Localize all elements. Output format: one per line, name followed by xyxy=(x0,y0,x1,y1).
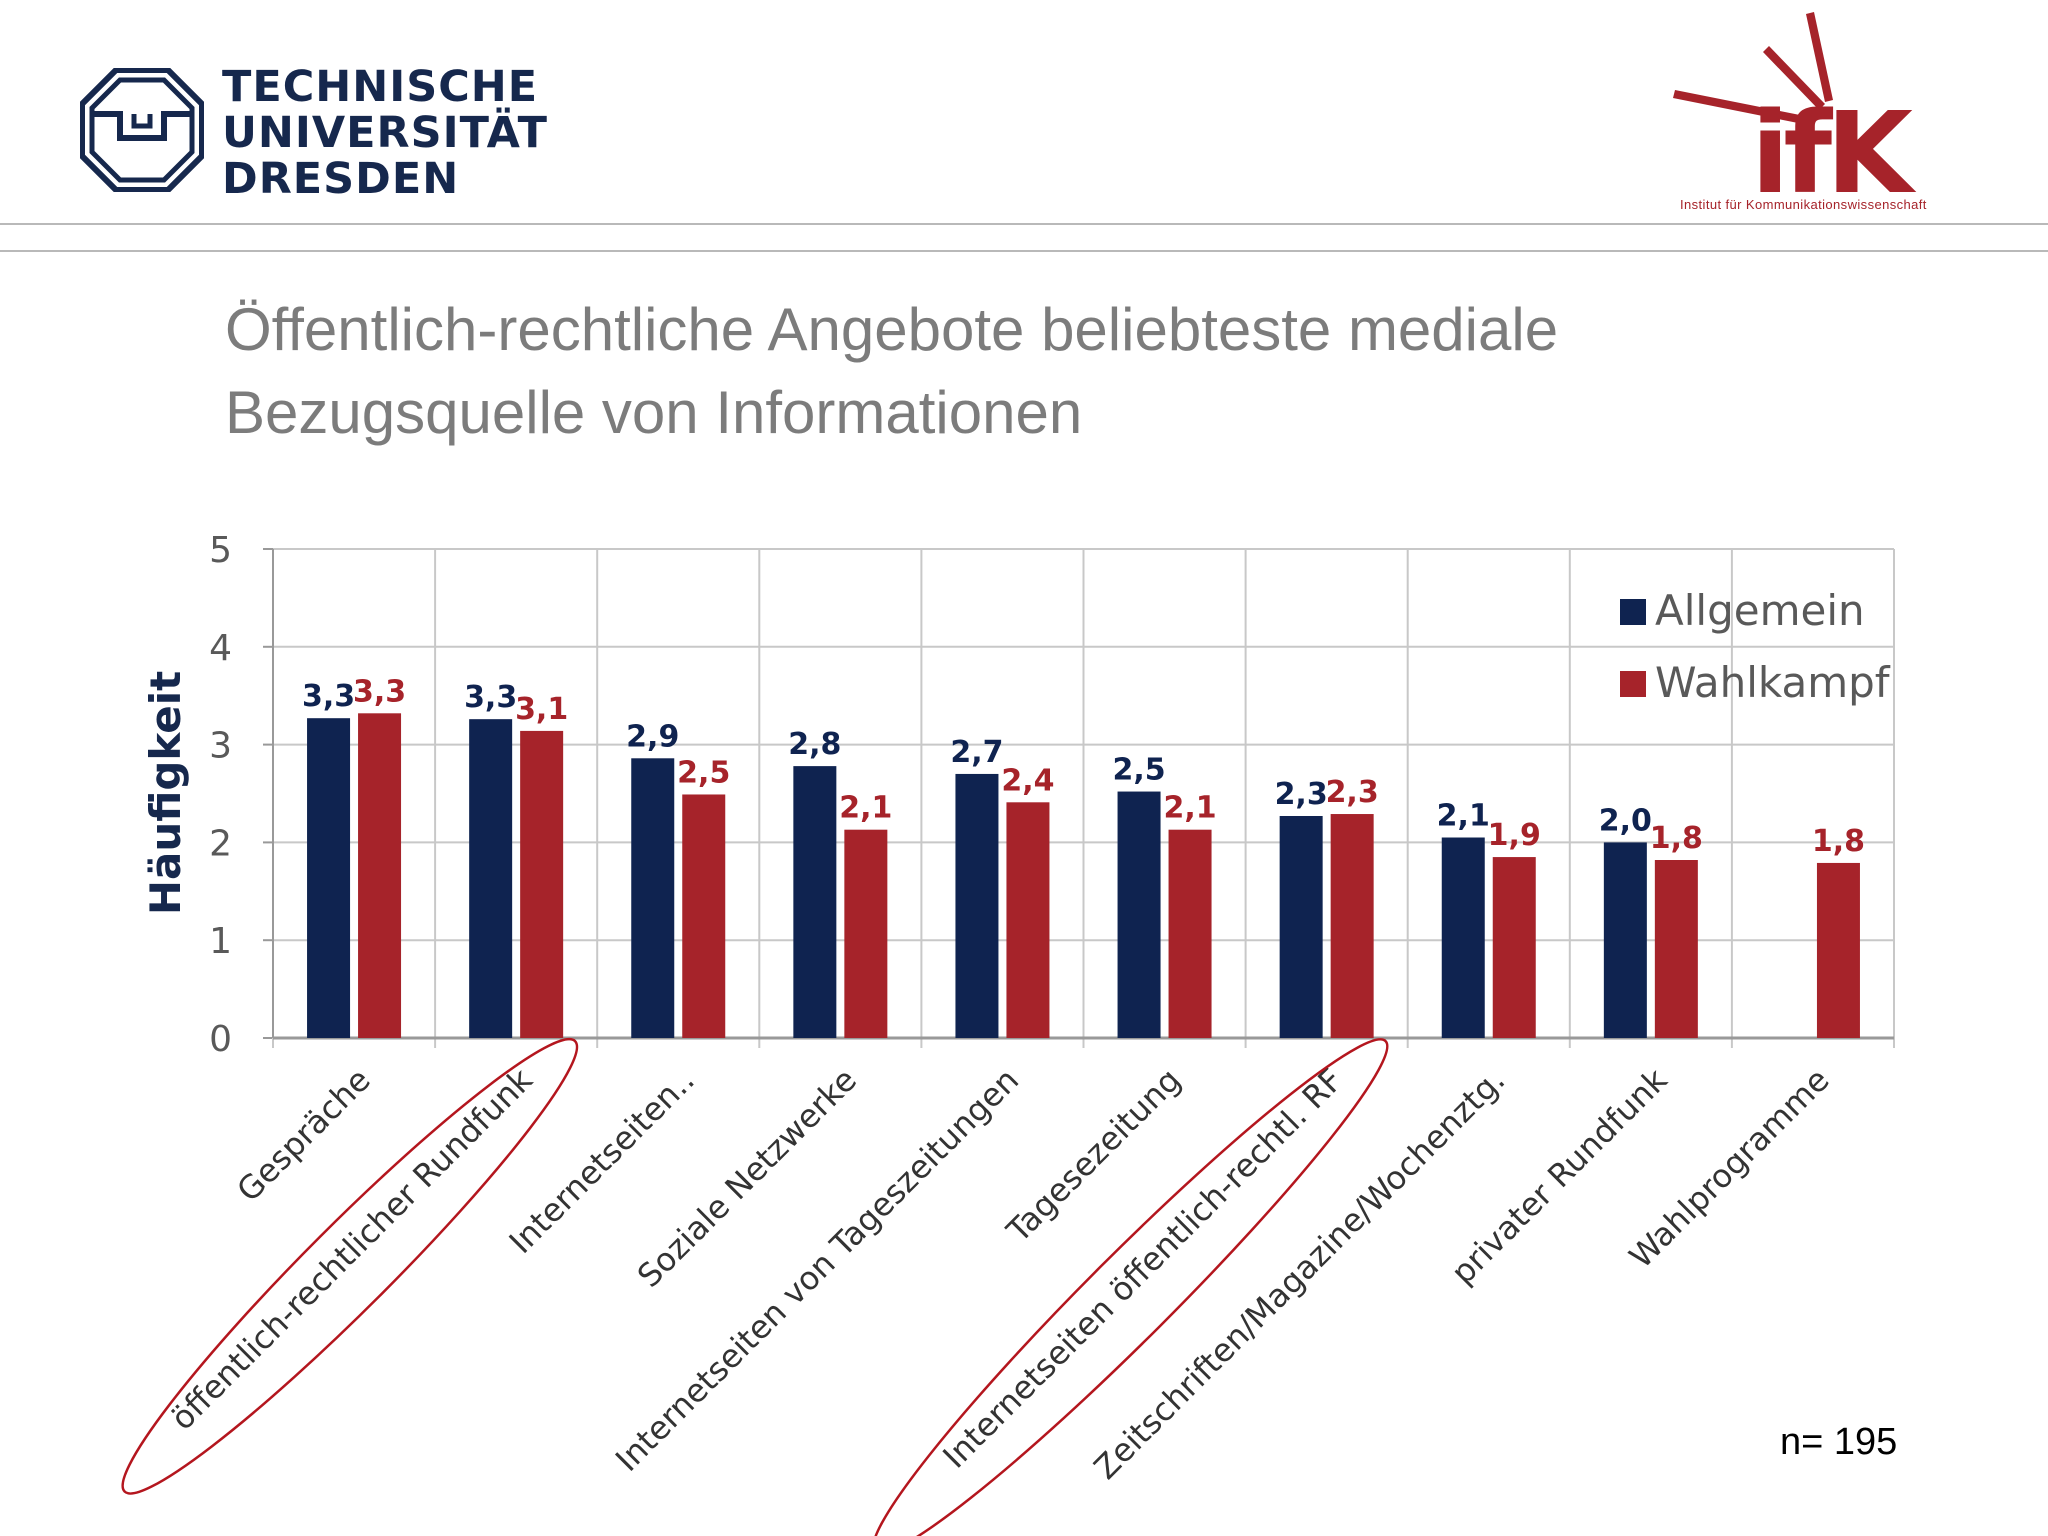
data-label: 3,3 xyxy=(353,674,406,709)
university-line: TECHNISCHE xyxy=(222,62,539,112)
data-label: 2,1 xyxy=(1437,799,1490,834)
x-tick-label: Tagesezeitung xyxy=(999,1061,1189,1251)
data-label: 2,3 xyxy=(1326,775,1379,810)
bar-allgemein xyxy=(955,773,999,1038)
bar-wahlkampf xyxy=(1816,862,1860,1038)
title-line: Öffentlich-rechtliche Angebote beliebtes… xyxy=(225,296,1559,363)
legend-label: Allgemein xyxy=(1655,586,1865,635)
bar-allgemein xyxy=(793,766,837,1038)
slide-header: TECHNISCHE UNIVERSITÄT DRESDEN ifK Insti… xyxy=(0,0,2048,260)
bar-wahlkampf xyxy=(1330,814,1374,1038)
bar-wahlkampf xyxy=(1654,860,1698,1038)
legend-swatch xyxy=(1620,671,1646,697)
bar-allgemein xyxy=(307,718,351,1038)
data-label: 3,1 xyxy=(515,692,568,727)
y-tick-label: 1 xyxy=(209,921,232,962)
data-label: 3,3 xyxy=(464,680,517,715)
highlight-ellipse xyxy=(872,1038,1389,1536)
y-axis-label: Häufigkeit xyxy=(141,671,190,915)
data-label: 1,9 xyxy=(1488,818,1541,853)
tud-emblem-icon xyxy=(80,68,204,192)
university-line: UNIVERSITÄT xyxy=(222,108,548,158)
university-name: TECHNISCHE UNIVERSITÄT DRESDEN xyxy=(222,64,548,202)
ifk-logo: ifK xyxy=(1673,12,1923,195)
ifk-logo-text: ifK xyxy=(1751,89,1917,195)
y-tick-label: 4 xyxy=(209,628,232,669)
x-tick-label: Gespräche xyxy=(229,1061,377,1209)
y-tick-label: 5 xyxy=(209,530,232,571)
bar-allgemein xyxy=(1441,837,1485,1038)
title-line: Bezugsquelle von Informationen xyxy=(225,379,1083,446)
university-line: DRESDEN xyxy=(222,154,460,204)
data-label: 2,5 xyxy=(677,755,730,790)
y-tick-label: 3 xyxy=(209,726,232,767)
data-label: 1,8 xyxy=(1812,824,1865,859)
data-label: 2,9 xyxy=(626,719,679,754)
bar-wahlkampf xyxy=(844,829,888,1038)
bar-wahlkampf xyxy=(520,730,564,1038)
highlight-ellipse xyxy=(121,1037,579,1495)
legend-label: Wahlkampf xyxy=(1655,658,1891,707)
y-tick-label: 2 xyxy=(209,823,232,864)
data-label: 2,5 xyxy=(1112,753,1165,788)
bar-wahlkampf xyxy=(358,713,402,1038)
data-label: 2,7 xyxy=(950,735,1003,770)
institute-name: Institut für Kommunikationswissenschaft xyxy=(1680,197,1927,212)
bar-allgemein xyxy=(469,719,513,1038)
data-label: 1,8 xyxy=(1650,821,1703,856)
data-label: 2,3 xyxy=(1275,777,1328,812)
bar-wahlkampf xyxy=(1006,802,1050,1038)
sample-size-note: n= 195 xyxy=(1780,1421,1898,1463)
data-label: 2,4 xyxy=(1001,763,1054,798)
header-divider xyxy=(0,250,2048,252)
bar-wahlkampf xyxy=(1492,857,1536,1038)
y-tick-label: 0 xyxy=(209,1019,232,1060)
slide-title: Öffentlich-rechtliche Angebote beliebtes… xyxy=(225,288,1925,454)
bar-allgemein xyxy=(1117,791,1161,1038)
bar-allgemein xyxy=(631,758,675,1038)
x-tick-label: öffentlich-rechtlicher Rundfunk xyxy=(163,1060,540,1437)
data-label: 2,8 xyxy=(788,727,841,762)
data-label: 2,1 xyxy=(1163,791,1216,826)
data-label: 2,1 xyxy=(839,791,892,826)
bar-wahlkampf xyxy=(682,794,726,1038)
bar-allgemein xyxy=(1279,815,1323,1038)
bar-allgemein xyxy=(1603,842,1647,1038)
header-divider xyxy=(0,223,2048,225)
data-label: 2,0 xyxy=(1599,803,1652,838)
bar-wahlkampf xyxy=(1168,829,1212,1038)
data-label: 3,3 xyxy=(302,679,355,714)
legend-swatch xyxy=(1620,599,1646,625)
